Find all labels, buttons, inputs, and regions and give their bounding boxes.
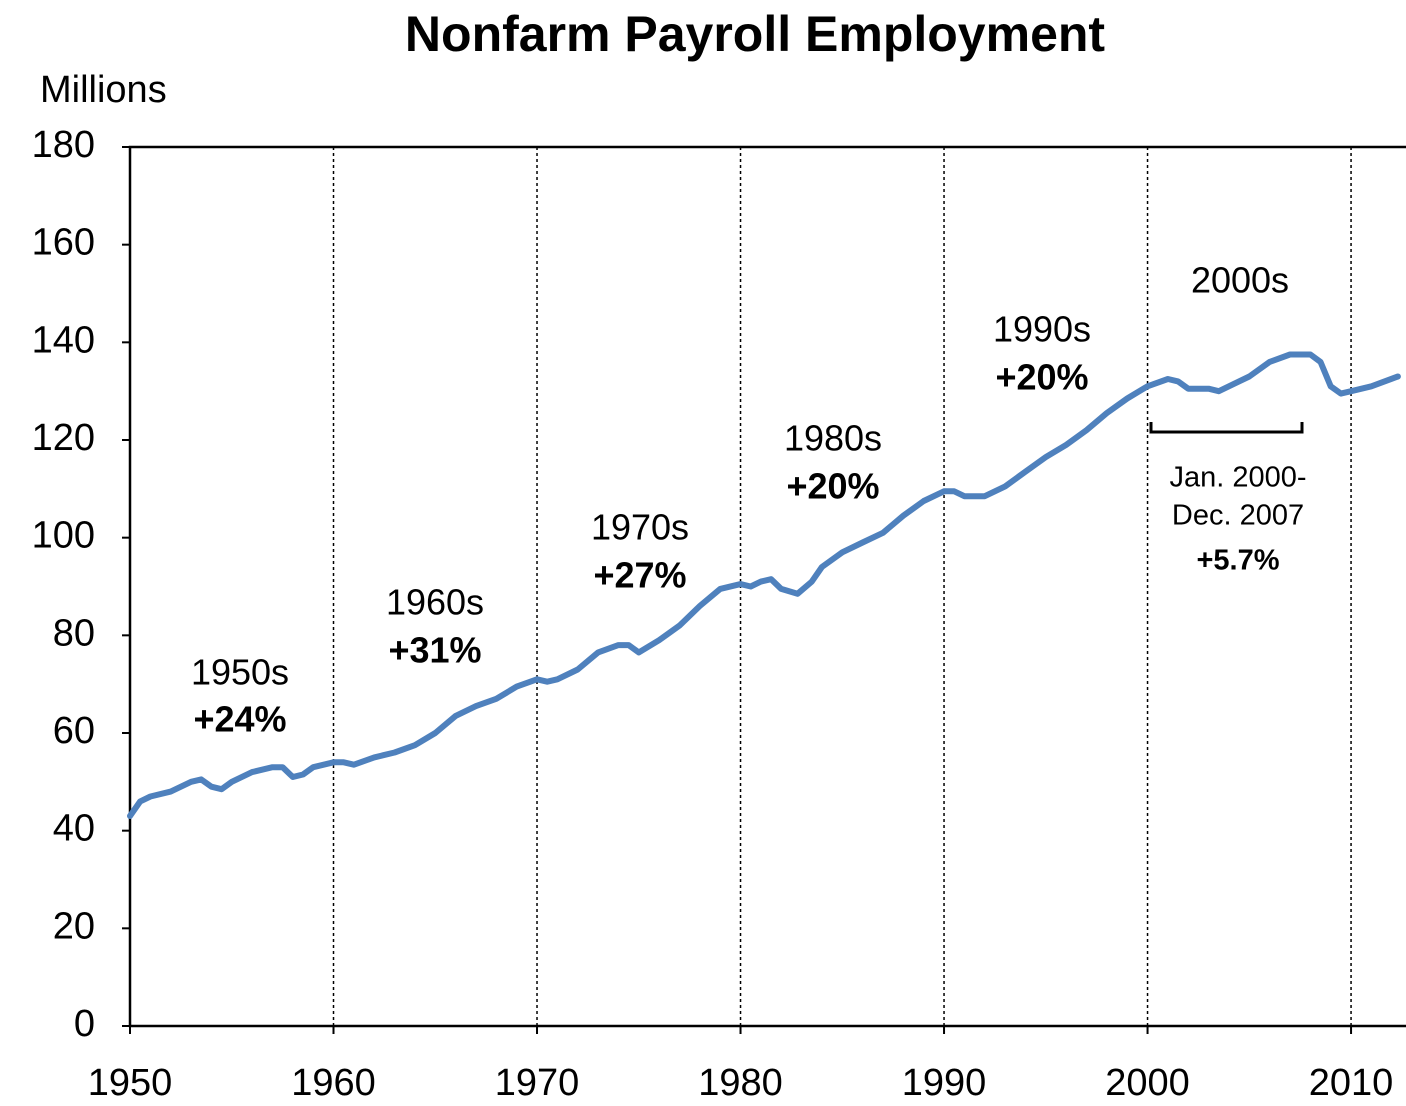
annotation: +20%	[995, 357, 1088, 398]
y-tick-label: 100	[32, 515, 95, 557]
annotation: +5.7%	[1196, 545, 1279, 577]
x-tick-label: 2010	[1309, 1062, 1394, 1104]
annotation: 1960s	[386, 582, 484, 623]
annotation: 1990s	[993, 309, 1091, 350]
y-tick-label: 40	[53, 808, 95, 850]
x-tick-label: 1950	[88, 1062, 173, 1104]
annotation: Dec. 2007	[1172, 500, 1304, 532]
y-tick-label: 140	[32, 319, 95, 361]
x-tick-label: 1990	[902, 1062, 987, 1104]
y-tick-label: 160	[32, 222, 95, 264]
y-tick-label: 80	[53, 612, 95, 654]
x-tick-label: 1980	[698, 1062, 783, 1104]
x-tick-label: 2000	[1105, 1062, 1190, 1104]
annotation: +24%	[193, 699, 286, 740]
data-line	[127, 351, 1401, 819]
y-tick-label: 20	[53, 905, 95, 947]
x-tick-label: 1970	[495, 1062, 580, 1104]
y-tick-label: 60	[53, 710, 95, 752]
bracket	[1149, 422, 1304, 434]
annotation: 2000s	[1191, 260, 1289, 301]
chart-title: Nonfarm Payroll Employment	[405, 6, 1105, 62]
plot-frame	[128, 145, 1406, 1028]
annotation: 1970s	[591, 507, 689, 548]
y-tick-label: 120	[32, 417, 95, 459]
annotation: +27%	[593, 555, 686, 596]
annotation: +20%	[786, 466, 879, 507]
annotation: +31%	[388, 630, 481, 671]
annotation: 1980s	[784, 418, 882, 459]
x-tick-label: 1960	[291, 1062, 376, 1104]
y-tick-label: 180	[32, 124, 95, 166]
annotation: 1950s	[191, 652, 289, 693]
y-tick-label: 0	[74, 1003, 95, 1045]
y-axis-label: Millions	[40, 69, 167, 111]
annotation: Jan. 2000-	[1169, 462, 1306, 494]
